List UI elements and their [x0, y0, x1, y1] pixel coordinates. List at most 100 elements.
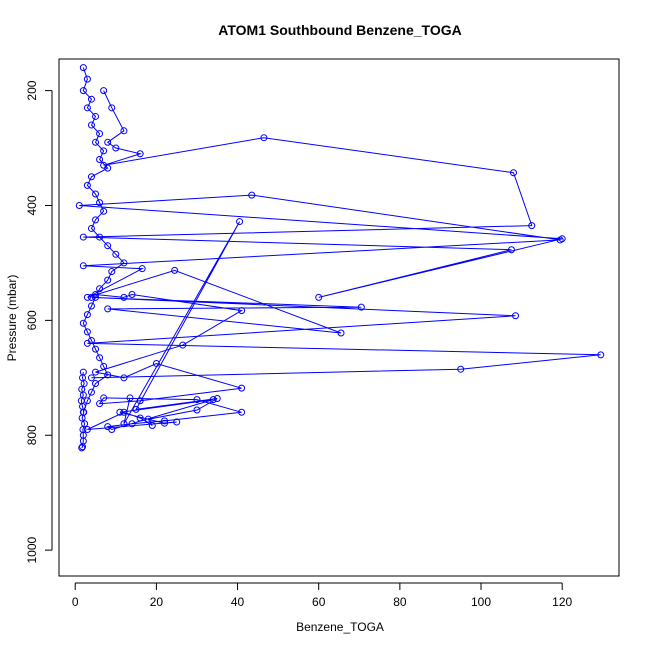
- series-1-point-18: [138, 265, 146, 273]
- series-2-point-5: [92, 368, 100, 376]
- x-axis: 0 20 40 60 80 100 120: [72, 582, 573, 609]
- series-1-point-27: [597, 351, 605, 359]
- series-2-point-0: [92, 291, 100, 299]
- series-2-point-9: [136, 397, 144, 405]
- series-0-point-16: [100, 207, 108, 215]
- series-2-point-4: [179, 341, 187, 349]
- series-1-point-7: [260, 134, 268, 142]
- x-tick-label-1: 20: [150, 595, 164, 609]
- series-0-point-12: [87, 173, 95, 181]
- series-0-point-32: [92, 345, 100, 353]
- series-1-point-0: [100, 87, 108, 95]
- series-1-point-5: [136, 150, 144, 158]
- y-tick-label-2: 600: [25, 310, 39, 330]
- series-1-point-15: [248, 191, 256, 199]
- series-2-point-18: [209, 396, 217, 404]
- series-0-point-8: [92, 138, 100, 146]
- series-0-point-3: [87, 95, 95, 103]
- series-1-point-16: [556, 236, 564, 244]
- series-1-point-20: [171, 266, 179, 274]
- y-tick-label-4: 1000: [25, 536, 39, 563]
- series-0-point-18: [87, 224, 95, 232]
- x-tick-label-0: 0: [72, 595, 79, 609]
- x-tick-label-2: 40: [231, 595, 245, 609]
- series-1-point-2: [120, 127, 128, 135]
- series-1-point-6: [100, 161, 108, 169]
- series-2-point-29: [132, 405, 140, 413]
- series-3-point-14: [78, 444, 86, 452]
- series-2-point-3: [238, 307, 246, 315]
- series-0-line: [82, 67, 125, 413]
- series-2-point-14: [161, 417, 169, 425]
- series-2-point-12: [193, 396, 201, 404]
- series-1-point-14: [75, 201, 83, 209]
- series-0-point-7: [96, 130, 104, 138]
- series-3-point-8: [78, 414, 86, 422]
- series-2-point-31: [120, 420, 128, 428]
- x-axis-label: Benzene_TOGA: [296, 620, 384, 634]
- series-1-point-12: [315, 293, 323, 301]
- series-1-point-21: [337, 329, 345, 337]
- series-2-point-19: [116, 408, 124, 416]
- series-2-point-10: [96, 400, 104, 408]
- series-0-point-27: [87, 302, 95, 310]
- series-0-point-15: [96, 199, 104, 207]
- series-2-point-2: [128, 291, 136, 299]
- series-1-point-23: [357, 303, 365, 311]
- series-1-point-25: [512, 312, 520, 320]
- series-0-point-5: [92, 112, 100, 120]
- series-2-point-11: [100, 394, 108, 402]
- series-0-point-25: [96, 285, 104, 293]
- series-2-point-26: [144, 415, 152, 423]
- series-2-point-7: [152, 359, 160, 367]
- x-tick-label-3: 60: [312, 595, 326, 609]
- series-2-point-28: [213, 394, 221, 402]
- series-1-point-17: [79, 262, 87, 270]
- series-0-point-37: [87, 388, 95, 396]
- series-clip-group: [75, 64, 605, 452]
- series-2-line: [87, 221, 244, 431]
- chart-title: ATOM1 Southbound Benzene_TOGA: [218, 22, 461, 38]
- series-2-point-20: [161, 419, 169, 427]
- series-0-point-28: [83, 311, 91, 319]
- series-0-point-20: [104, 242, 112, 250]
- series-1-point-28: [457, 365, 465, 373]
- series-layer: [75, 64, 605, 452]
- series-1-point-3: [104, 138, 112, 146]
- series-2-point-13: [238, 408, 246, 416]
- series-1-point-1: [108, 104, 116, 112]
- series-2-point-27: [193, 406, 201, 414]
- series-0-point-22: [120, 259, 128, 267]
- series-2-point-1: [120, 293, 128, 301]
- series-0-point-6: [87, 121, 95, 129]
- series-0-point-29: [79, 319, 87, 327]
- series-3-line: [80, 372, 86, 449]
- series-0-point-21: [112, 250, 120, 258]
- series-2-point-17: [108, 426, 116, 434]
- series-1-point-4: [112, 144, 120, 152]
- series-2-point-24: [136, 414, 144, 422]
- x-tick-label-5: 100: [471, 595, 491, 609]
- series-2-point-23: [120, 408, 128, 416]
- series-0-point-4: [83, 104, 91, 112]
- y-axis: 200 400 600 800 1000: [25, 80, 53, 564]
- series-0-point-24: [104, 276, 112, 284]
- series-2-point-6: [120, 374, 128, 382]
- series-1-point-9: [528, 222, 536, 230]
- series-0-point-23: [108, 268, 116, 276]
- series-1-point-19: [83, 293, 91, 301]
- series-2-point-30: [236, 218, 244, 226]
- plot-frame: [58, 58, 620, 577]
- series-2-point-25: [148, 421, 156, 429]
- series-1-point-11: [507, 246, 515, 254]
- x-tick-label-4: 80: [393, 595, 407, 609]
- series-0-point-36: [92, 380, 100, 388]
- y-axis-label: Pressure (mbar): [5, 275, 19, 362]
- series-0-point-30: [83, 328, 91, 336]
- series-2-point-8: [238, 384, 246, 392]
- x-tick-label-6: 120: [552, 595, 572, 609]
- series-3-point-2: [80, 380, 88, 388]
- series-1-point-26: [83, 339, 91, 347]
- series-2-point-22: [83, 426, 91, 434]
